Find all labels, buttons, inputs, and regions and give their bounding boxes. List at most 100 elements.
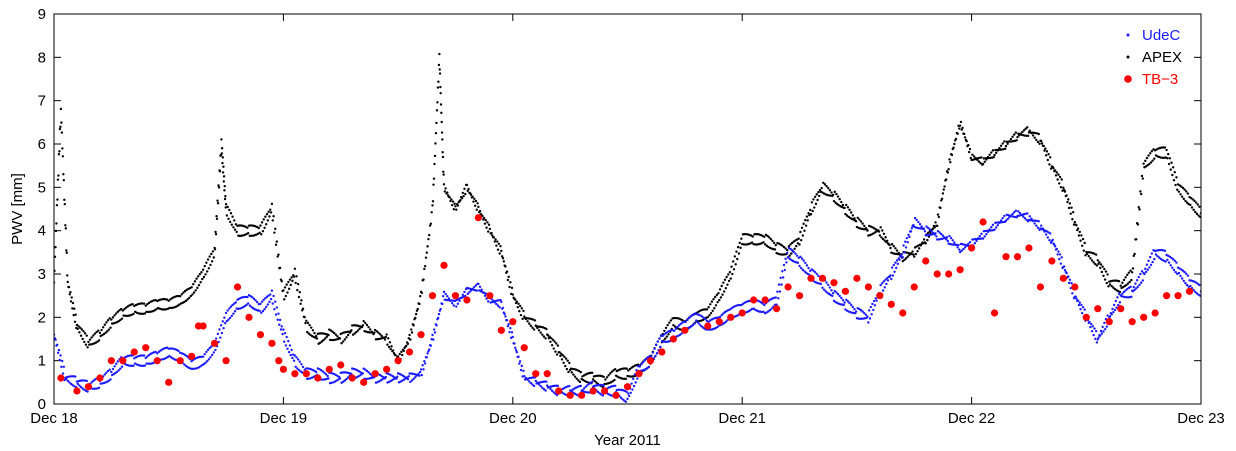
data-point <box>321 370 324 373</box>
data-point <box>405 344 408 348</box>
data-point <box>441 294 445 298</box>
data-point <box>818 194 821 198</box>
data-point <box>1166 258 1169 261</box>
data-point <box>1183 188 1186 191</box>
y-tick-label: 8 <box>38 49 46 66</box>
data-point <box>890 243 894 246</box>
data-point <box>730 265 733 268</box>
data-point <box>1175 261 1178 264</box>
data-point <box>543 370 551 378</box>
data-point <box>514 298 517 301</box>
data-point <box>936 213 940 216</box>
data-point <box>1058 182 1061 185</box>
data-point <box>217 184 220 187</box>
data-point <box>796 242 800 245</box>
data-series <box>54 52 1201 403</box>
data-point <box>529 324 533 327</box>
data-point <box>877 230 881 233</box>
data-point <box>56 343 59 347</box>
data-point <box>115 362 118 365</box>
data-point <box>641 361 645 364</box>
data-point <box>189 294 193 298</box>
data-point <box>193 280 197 283</box>
data-point <box>1118 301 1122 304</box>
data-point <box>1036 140 1040 144</box>
data-point <box>981 237 985 240</box>
data-point <box>410 328 413 331</box>
data-point <box>659 346 662 349</box>
data-point <box>1130 271 1134 274</box>
data-point <box>884 236 887 239</box>
data-point <box>712 297 715 301</box>
data-point <box>1071 210 1075 214</box>
data-point <box>1070 206 1073 209</box>
data-point <box>1002 253 1010 261</box>
data-point <box>1134 282 1137 285</box>
data-point <box>958 127 961 130</box>
data-point <box>424 256 428 259</box>
data-point <box>636 377 639 380</box>
data-point <box>224 203 228 206</box>
data-point <box>889 246 892 250</box>
data-point <box>222 175 226 178</box>
data-point <box>260 233 263 236</box>
data-point <box>468 291 471 294</box>
data-point <box>841 203 845 207</box>
data-point <box>836 292 840 296</box>
data-point <box>1184 281 1187 285</box>
data-point <box>910 283 918 291</box>
data-point <box>1094 253 1098 256</box>
data-point <box>548 335 551 338</box>
data-point <box>967 143 970 147</box>
data-point <box>246 226 249 229</box>
data-point <box>1156 254 1159 258</box>
data-point <box>204 361 207 364</box>
data-point <box>58 150 61 153</box>
data-point <box>463 296 471 304</box>
data-point <box>234 301 238 304</box>
data-point <box>223 197 227 201</box>
data-point <box>440 261 448 269</box>
data-point <box>767 310 770 313</box>
data-point <box>763 243 767 246</box>
data-point <box>935 224 939 228</box>
data-point <box>959 120 963 124</box>
data-point <box>214 232 218 236</box>
data-point <box>1026 212 1029 215</box>
data-point <box>500 249 503 253</box>
data-point <box>1022 215 1025 218</box>
data-point <box>894 247 897 250</box>
data-point <box>439 103 443 106</box>
data-point <box>1076 299 1080 302</box>
data-point <box>1098 261 1101 264</box>
data-point <box>1108 283 1112 286</box>
data-point <box>632 384 636 388</box>
data-point <box>1006 142 1009 146</box>
data-point <box>1137 206 1140 209</box>
data-point <box>1147 154 1150 157</box>
data-point <box>420 291 424 295</box>
data-point <box>935 235 938 238</box>
data-point <box>1067 281 1071 285</box>
data-point <box>1124 276 1127 279</box>
data-point <box>54 229 58 233</box>
data-point <box>838 294 841 298</box>
data-point <box>207 358 211 361</box>
data-point <box>116 310 120 313</box>
data-point <box>430 211 433 214</box>
data-point <box>394 357 402 365</box>
data-point <box>296 367 299 370</box>
data-point <box>577 379 580 382</box>
data-point <box>208 346 211 350</box>
data-point <box>444 187 447 190</box>
y-tick-label: 6 <box>38 136 46 153</box>
data-point <box>947 168 950 171</box>
data-point <box>1180 195 1184 198</box>
data-point <box>285 335 288 339</box>
data-point <box>306 321 310 325</box>
data-point <box>61 372 65 375</box>
data-point <box>706 316 709 319</box>
data-point <box>646 357 655 365</box>
data-point <box>894 261 897 264</box>
data-point <box>661 334 664 338</box>
